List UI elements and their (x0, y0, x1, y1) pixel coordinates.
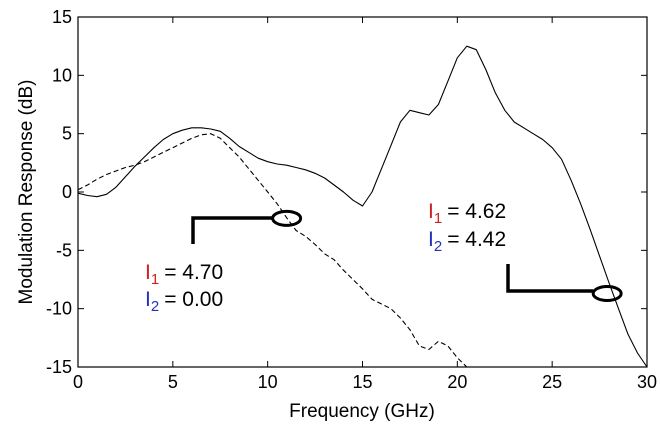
y-tick-label: 10 (52, 65, 72, 85)
annotation-1-line-2: I2 = 0.00 (145, 288, 223, 315)
y-tick-label: -10 (46, 299, 72, 319)
annotation-1-subscript-2: 2 (151, 298, 159, 315)
x-axis-title: Frequency (GHz) (289, 401, 435, 422)
annotation-leaders (191, 209, 623, 302)
annotation-2-value-1: = 4.62 (447, 200, 506, 223)
x-tick-label: 15 (352, 372, 372, 392)
series-layer (77, 45, 648, 368)
annotation-1-current-symbol-1: I (145, 261, 151, 284)
annotation-2-line-1: I1 = 4.62 (428, 200, 506, 227)
annotation-2-value-2: = 4.42 (447, 228, 506, 251)
annotation-2-marker (591, 285, 623, 302)
y-axis-title: Modulation Response (dB) (16, 80, 37, 305)
axis-ticks: 0 5 10 15 20 25 30 -15 -10 -5 0 5 10 15 (46, 7, 657, 392)
annotation-currents-1: I1 = 4.70 I2 = 0.00 (145, 261, 223, 315)
x-tick-label: 5 (168, 372, 178, 392)
annotation-1-current-symbol-2: I (145, 288, 151, 311)
annotation-2-leader (506, 264, 594, 293)
dashed-series-line (77, 133, 468, 368)
y-tick-label: -5 (56, 240, 72, 260)
annotation-2-subscript-1: 1 (434, 210, 442, 227)
annotation-2-line-2: I2 = 4.42 (428, 228, 506, 255)
y-tick-label: 15 (52, 7, 72, 27)
solid-series-line (77, 45, 648, 368)
x-tick-label: 30 (637, 372, 657, 392)
annotation-2-subscript-2: 2 (434, 238, 442, 255)
annotation-currents-2: I1 = 4.62 I2 = 4.42 (428, 200, 506, 255)
y-tick-label: 0 (62, 182, 72, 202)
y-tick-label: -15 (46, 357, 72, 377)
annotation-2-current-symbol-1: I (428, 200, 434, 223)
annotation-1-subscript-1: 1 (151, 271, 159, 288)
annotation-1-value-1: = 4.70 (164, 261, 223, 284)
annotation-1-value-2: = 0.00 (164, 288, 223, 311)
y-tick-label: 5 (62, 124, 72, 144)
x-tick-label: 0 (73, 372, 83, 392)
x-tick-label: 10 (258, 372, 278, 392)
x-tick-label: 20 (447, 372, 467, 392)
annotation-2-current-symbol-2: I (428, 228, 434, 251)
annotation-1-marker (271, 209, 303, 227)
annotation-1-line-1: I1 = 4.70 (145, 261, 223, 288)
plot-frame (77, 16, 648, 368)
annotation-1-leader (191, 216, 273, 244)
x-tick-label: 25 (542, 372, 562, 392)
